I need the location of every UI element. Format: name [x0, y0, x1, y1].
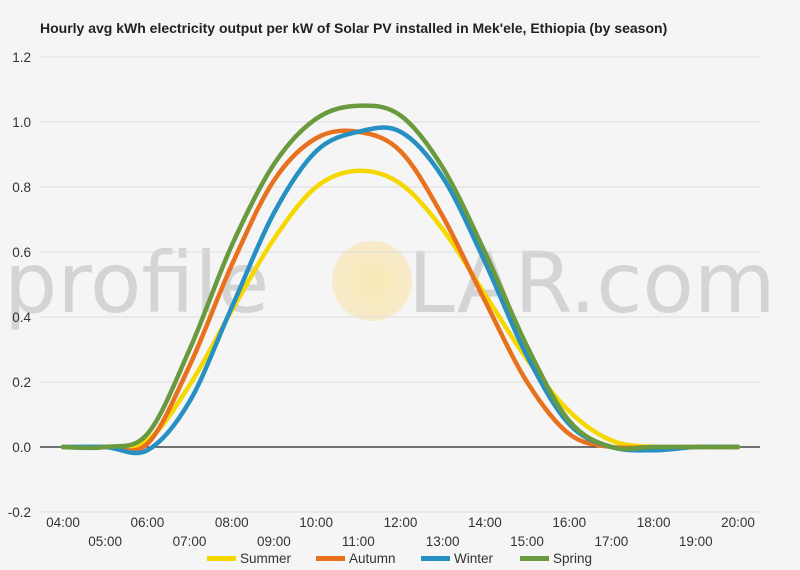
x-tick-label: 11:00	[342, 534, 375, 549]
y-tick-label: 1.2	[12, 50, 31, 65]
legend-label: Summer	[240, 551, 292, 566]
legend-item-autumn: Autumn	[316, 551, 396, 566]
legend-swatch	[520, 556, 549, 561]
series-line-summer	[60, 168, 741, 450]
x-tick-label: 07:00	[173, 534, 207, 549]
x-tick-label: 20:00	[721, 515, 755, 530]
x-tick-label: 10:00	[299, 515, 333, 530]
x-tick-label: 15:00	[510, 534, 544, 549]
x-tick-label: 06:00	[130, 515, 164, 530]
legend-swatch	[207, 556, 236, 561]
legend-swatch	[421, 556, 450, 561]
series-lines	[60, 103, 741, 456]
x-tick-label: 18:00	[637, 515, 671, 530]
watermark: profile LAR.com	[4, 234, 776, 332]
legend-swatch	[316, 556, 345, 561]
legend-label: Autumn	[349, 551, 396, 566]
y-tick-label: 0.6	[12, 245, 31, 260]
chart-title: Hourly avg kWh electricity output per kW…	[40, 20, 667, 36]
y-tick-label: 0.2	[12, 375, 31, 390]
x-tick-label: 09:00	[257, 534, 291, 549]
y-tick-label: 0.0	[12, 440, 31, 455]
legend-label: Spring	[553, 551, 592, 566]
x-tick-label: 17:00	[595, 534, 629, 549]
x-tick-label: 16:00	[552, 515, 586, 530]
legend-item-summer: Summer	[207, 551, 292, 566]
y-tick-label: 1.0	[12, 115, 31, 130]
y-tick-label: 0.8	[12, 180, 31, 195]
x-tick-label: 08:00	[215, 515, 249, 530]
watermark-text-right: LAR.com	[408, 234, 776, 332]
y-tick-label: 0.4	[12, 310, 31, 325]
x-tick-label: 05:00	[88, 534, 122, 549]
y-axis-ticks: -0.2 0.0 0.2 0.4 0.6 0.8 1.0 1.2	[8, 50, 32, 520]
series-line-spring	[60, 103, 741, 452]
x-tick-label: 14:00	[468, 515, 502, 530]
x-tick-label: 12:00	[384, 515, 418, 530]
x-axis-ticks: 04:00 05:00 06:00 07:00 08:00 09:00 10:00 11:00…	[46, 515, 755, 549]
legend-item-spring: Spring	[520, 551, 592, 566]
legend-item-winter: Winter	[421, 551, 494, 566]
y-tick-label: -0.2	[8, 505, 31, 520]
legend-label: Winter	[454, 551, 494, 566]
x-tick-label: 13:00	[426, 534, 460, 549]
watermark-sun-icon	[332, 241, 412, 321]
legend: Summer Autumn Winter Spring	[207, 551, 592, 566]
x-tick-label: 19:00	[679, 534, 713, 549]
x-tick-label: 04:00	[46, 515, 80, 530]
